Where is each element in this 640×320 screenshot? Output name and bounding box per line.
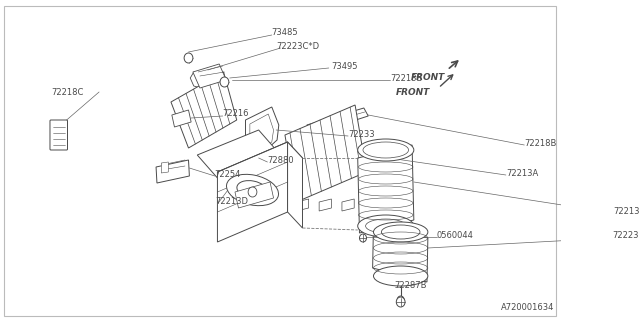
Polygon shape: [171, 72, 237, 148]
FancyBboxPatch shape: [50, 120, 67, 150]
Text: 0560044: 0560044: [436, 230, 474, 239]
Polygon shape: [307, 108, 368, 134]
Polygon shape: [218, 142, 303, 188]
Polygon shape: [172, 110, 191, 127]
Polygon shape: [250, 114, 273, 148]
Polygon shape: [372, 224, 428, 282]
Polygon shape: [235, 182, 273, 208]
Ellipse shape: [237, 180, 268, 199]
Text: 72223C*D: 72223C*D: [276, 42, 319, 51]
Text: 72213C: 72213C: [614, 206, 640, 215]
Ellipse shape: [381, 225, 420, 239]
Text: FRONT: FRONT: [411, 73, 445, 82]
Polygon shape: [156, 160, 189, 183]
Polygon shape: [358, 145, 414, 233]
Text: 72223: 72223: [612, 231, 639, 241]
Polygon shape: [342, 199, 354, 211]
Polygon shape: [193, 64, 226, 88]
Text: 72213B: 72213B: [390, 74, 422, 83]
Circle shape: [248, 187, 257, 197]
Polygon shape: [197, 130, 289, 190]
Text: FRONT: FRONT: [396, 87, 429, 97]
Ellipse shape: [374, 266, 428, 286]
Text: 73485: 73485: [272, 28, 298, 36]
Text: 72880: 72880: [268, 156, 294, 164]
Text: 72233: 72233: [348, 130, 374, 139]
Text: 72213A: 72213A: [506, 169, 538, 178]
Polygon shape: [287, 142, 303, 228]
Text: 72287B: 72287B: [394, 281, 427, 290]
Circle shape: [397, 296, 404, 304]
Polygon shape: [296, 199, 308, 211]
Circle shape: [396, 297, 405, 307]
Polygon shape: [190, 70, 209, 88]
Text: 72218B: 72218B: [524, 139, 557, 148]
Text: 72216: 72216: [223, 108, 249, 117]
Polygon shape: [319, 199, 332, 211]
Circle shape: [220, 77, 229, 87]
Ellipse shape: [227, 174, 278, 206]
Circle shape: [360, 234, 367, 242]
Text: 72213D: 72213D: [216, 197, 249, 206]
Circle shape: [184, 53, 193, 63]
Ellipse shape: [374, 222, 428, 242]
Text: 72218C: 72218C: [51, 87, 83, 97]
Ellipse shape: [358, 215, 414, 237]
Polygon shape: [218, 142, 287, 242]
Polygon shape: [285, 105, 367, 202]
Polygon shape: [246, 107, 279, 154]
Ellipse shape: [365, 219, 406, 233]
Ellipse shape: [358, 139, 414, 161]
Text: 72254: 72254: [214, 170, 240, 179]
Text: 73495: 73495: [332, 61, 358, 70]
Text: A720001634: A720001634: [500, 303, 554, 312]
Polygon shape: [161, 162, 168, 173]
Ellipse shape: [363, 142, 408, 158]
